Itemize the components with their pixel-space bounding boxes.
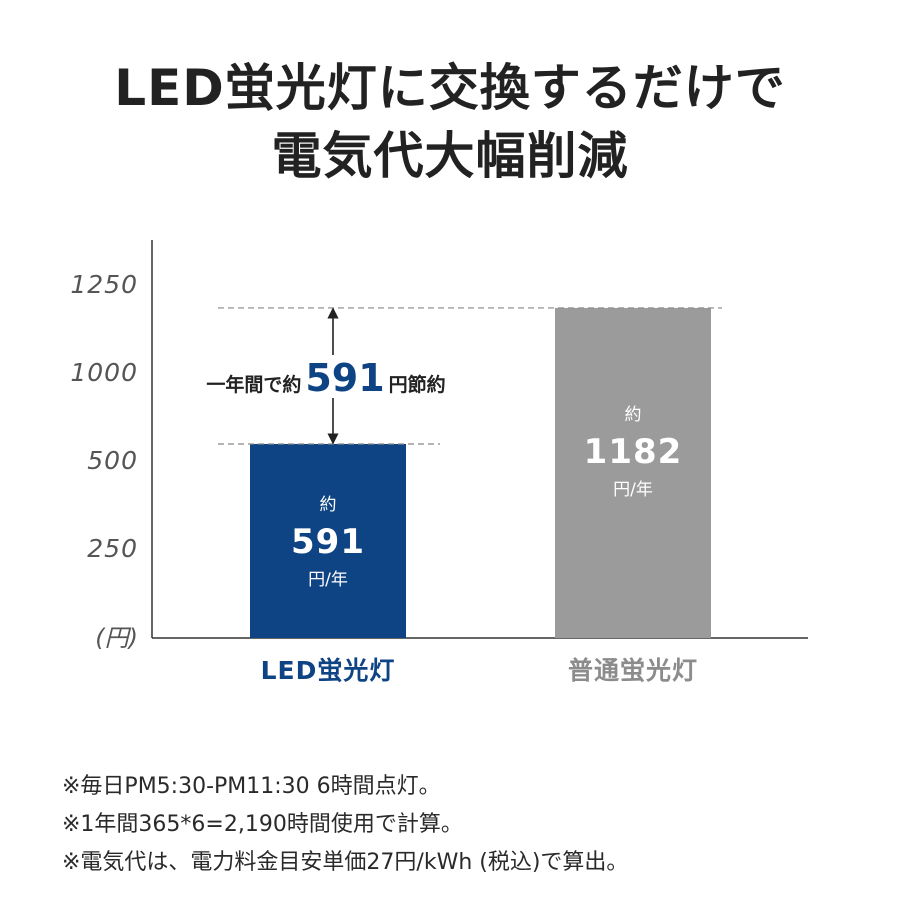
headline-line-2: 電気代大幅削減 <box>271 127 629 185</box>
bar-label-unit: 円/年 <box>613 480 653 500</box>
y-unit-label: (円) <box>95 624 138 652</box>
headline-line-1: LED蛍光灯に交換するだけで <box>114 59 786 117</box>
bar-label-prefix: 約 <box>320 495 337 515</box>
bar-value-label: 1182 <box>584 432 683 472</box>
savings-annotation: 一年間で約 591 円節約 <box>206 356 445 400</box>
bar-label-prefix: 約 <box>625 405 642 425</box>
savings-annotation-value: 591 <box>305 356 384 400</box>
footnote-lighting-hours: ※毎日PM5:30-PM11:30 6時間点灯。 <box>62 774 441 799</box>
bar-value-label: 591 <box>291 522 365 562</box>
y-tick-label: 1250 <box>70 270 138 299</box>
y-tick-label: 500 <box>87 446 138 475</box>
savings-annotation-before: 一年間で約 <box>206 373 301 396</box>
bar-normal <box>555 307 711 638</box>
footnotes: ※毎日PM5:30-PM11:30 6時間点灯。 ※1年間365*6=2,190… <box>62 768 892 882</box>
y-tick-label: 250 <box>87 534 138 563</box>
savings-annotation-after: 円節約 <box>389 373 446 396</box>
category-label-normal: 普通蛍光灯 <box>568 656 698 685</box>
bar-label-unit: 円/年 <box>308 570 348 590</box>
footnote-annual-hours: ※1年間365*6=2,190時間使用で計算。 <box>62 812 463 837</box>
bar-led <box>250 443 406 638</box>
category-label-led: LED蛍光灯 <box>261 656 396 685</box>
y-tick-label: 1000 <box>70 358 138 387</box>
footnote-unit-price: ※電気代は、電力料金目安単価27円/kWh (税込)で算出。 <box>62 850 629 875</box>
